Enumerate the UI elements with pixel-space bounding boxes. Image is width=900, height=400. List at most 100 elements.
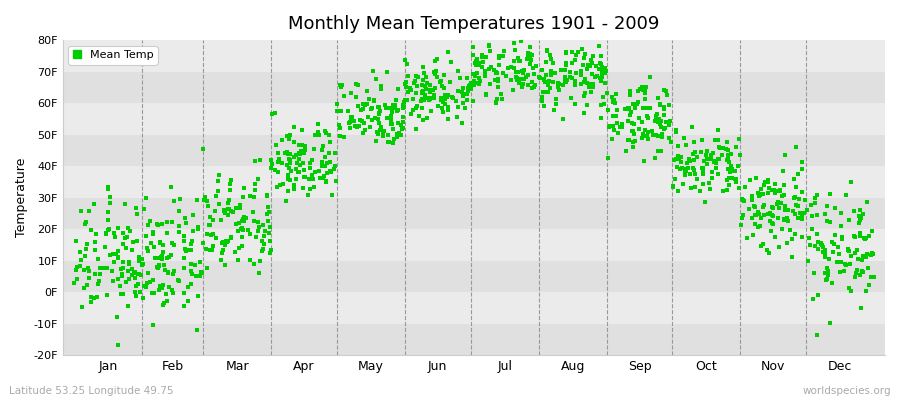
Point (219, 238, 233, 244)
Point (166, 242, 181, 248)
Point (122, 268, 136, 274)
Point (116, 230, 130, 236)
Point (383, 104, 398, 111)
Point (424, 107, 438, 114)
Point (423, 95, 437, 102)
Point (626, 101, 640, 108)
Y-axis label: Temperature: Temperature (15, 158, 28, 237)
Point (554, 66, 568, 73)
Point (132, 258, 147, 264)
Point (551, 84, 565, 90)
Point (74, 257, 88, 263)
Point (381, 138, 395, 145)
Point (734, 221, 749, 228)
Point (98, 230, 112, 236)
Point (762, 250, 777, 256)
Point (306, 176, 320, 182)
Point (466, 52, 481, 59)
Point (861, 265, 876, 272)
Point (391, 106, 405, 113)
Point (415, 116, 429, 123)
Point (386, 105, 400, 111)
Point (639, 84, 653, 90)
Point (200, 198, 214, 204)
Point (805, 225, 819, 232)
Point (482, 66, 497, 72)
Point (638, 88, 652, 94)
Point (189, 273, 203, 279)
Point (458, 104, 473, 111)
Point (765, 212, 779, 218)
Point (859, 288, 873, 294)
Point (191, 224, 205, 230)
Point (760, 190, 775, 196)
Point (724, 165, 739, 172)
Point (772, 244, 787, 250)
Point (155, 253, 169, 260)
Point (490, 96, 504, 102)
Point (777, 217, 791, 223)
Point (446, 95, 461, 101)
Point (707, 159, 722, 165)
Point (649, 113, 663, 119)
Point (195, 146, 210, 152)
Point (679, 168, 693, 174)
Point (520, 72, 535, 78)
Point (330, 107, 345, 114)
Point (348, 123, 363, 129)
Point (775, 226, 789, 232)
Point (360, 88, 374, 95)
Point (88, 246, 103, 253)
Point (139, 284, 153, 290)
Point (100, 186, 114, 192)
Point (418, 86, 433, 92)
Point (111, 253, 125, 260)
Point (151, 265, 166, 271)
Point (491, 78, 505, 84)
Point (328, 150, 343, 156)
Point (780, 240, 795, 246)
Point (559, 62, 573, 68)
Point (489, 70, 503, 76)
Point (178, 248, 193, 254)
Point (261, 218, 275, 225)
Point (376, 133, 391, 140)
Point (636, 131, 651, 137)
Point (284, 168, 298, 174)
Point (696, 181, 710, 188)
Point (626, 138, 641, 145)
Point (733, 152, 747, 158)
Point (172, 223, 186, 229)
Point (418, 95, 432, 101)
Point (134, 272, 148, 278)
Point (506, 86, 520, 93)
Point (411, 113, 426, 119)
Point (615, 124, 629, 130)
Point (342, 120, 356, 126)
Point (392, 130, 407, 136)
Point (256, 246, 270, 252)
Point (367, 98, 382, 104)
Point (865, 249, 879, 256)
Point (720, 177, 734, 183)
Point (281, 188, 295, 194)
Point (112, 283, 127, 289)
Point (672, 156, 687, 162)
Point (111, 342, 125, 348)
Point (415, 96, 429, 102)
Point (202, 222, 217, 228)
Point (148, 254, 162, 261)
Point (374, 108, 388, 115)
Point (577, 79, 591, 85)
Point (520, 53, 535, 59)
Point (283, 165, 297, 171)
Point (865, 228, 879, 234)
Point (607, 96, 621, 103)
Point (585, 70, 599, 77)
Point (674, 154, 688, 160)
Point (511, 58, 526, 64)
Point (310, 121, 325, 127)
Point (221, 197, 236, 203)
Point (166, 290, 180, 297)
Point (111, 276, 125, 282)
